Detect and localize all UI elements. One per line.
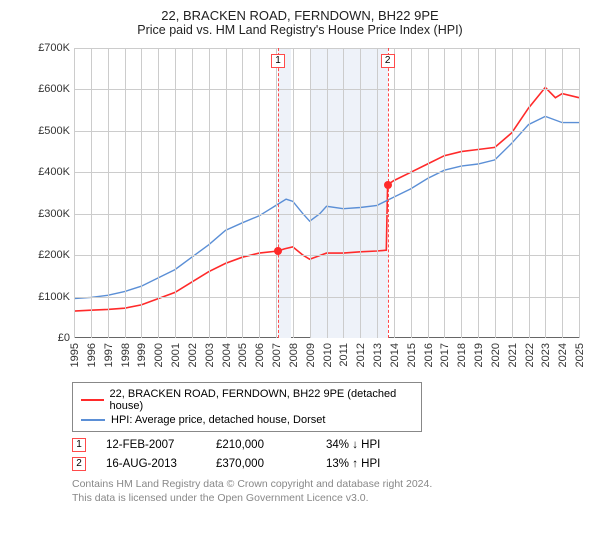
- x-gridline: [192, 48, 193, 338]
- y-tick-label: £100K: [26, 291, 70, 303]
- x-gridline: [327, 48, 328, 338]
- x-gridline: [495, 48, 496, 338]
- sale-price: £210,000: [216, 439, 306, 451]
- sale-marker-box: 2: [72, 457, 86, 471]
- legend-item: HPI: Average price, detached house, Dors…: [81, 413, 413, 427]
- x-gridline: [175, 48, 176, 338]
- legend: 22, BRACKEN ROAD, FERNDOWN, BH22 9PE (de…: [72, 382, 422, 432]
- chart-area: £0£100K£200K£300K£400K£500K£600K£700K199…: [26, 43, 586, 378]
- legend-label: HPI: Average price, detached house, Dors…: [111, 414, 325, 426]
- x-gridline: [141, 48, 142, 338]
- sale-marker-box: 2: [381, 54, 395, 68]
- y-tick-label: £700K: [26, 42, 70, 54]
- sale-delta: 13% ↑ HPI: [326, 458, 416, 470]
- sales-table: 1 12-FEB-2007 £210,000 34% ↓ HPI 2 16-AUG-201…: [14, 438, 586, 471]
- x-gridline: [108, 48, 109, 338]
- legend-label: 22, BRACKEN ROAD, FERNDOWN, BH22 9PE (de…: [110, 388, 413, 412]
- x-gridline: [411, 48, 412, 338]
- sale-price: £370,000: [216, 458, 306, 470]
- sale-row: 2 16-AUG-2013 £370,000 13% ↑ HPI: [72, 457, 586, 471]
- x-gridline: [158, 48, 159, 338]
- x-gridline: [226, 48, 227, 338]
- x-gridline: [360, 48, 361, 338]
- footer-line-1: Contains HM Land Registry data © Crown c…: [72, 477, 586, 491]
- y-tick-label: £400K: [26, 166, 70, 178]
- x-gridline: [428, 48, 429, 338]
- sale-vline: [388, 48, 389, 338]
- sale-row: 1 12-FEB-2007 £210,000 34% ↓ HPI: [72, 438, 586, 452]
- y-tick-label: £600K: [26, 83, 70, 95]
- x-gridline: [343, 48, 344, 338]
- x-gridline: [461, 48, 462, 338]
- sale-marker-box: 1: [271, 54, 285, 68]
- footer-attribution: Contains HM Land Registry data © Crown c…: [72, 477, 586, 505]
- x-gridline: [242, 48, 243, 338]
- legend-item: 22, BRACKEN ROAD, FERNDOWN, BH22 9PE (de…: [81, 387, 413, 413]
- sale-marker-box: 1: [72, 438, 86, 452]
- chart-title: 22, BRACKEN ROAD, FERNDOWN, BH22 9PE: [14, 8, 586, 23]
- x-gridline: [478, 48, 479, 338]
- x-gridline: [259, 48, 260, 338]
- x-gridline: [209, 48, 210, 338]
- x-gridline: [125, 48, 126, 338]
- sale-point: [274, 247, 282, 255]
- x-tick-label: 2025: [574, 343, 600, 367]
- sale-point: [384, 181, 392, 189]
- legend-swatch: [81, 399, 104, 401]
- y-tick-label: £200K: [26, 249, 70, 261]
- y-tick-label: £300K: [26, 208, 70, 220]
- x-gridline: [545, 48, 546, 338]
- x-gridline: [310, 48, 311, 338]
- legend-swatch: [81, 419, 105, 421]
- x-gridline: [562, 48, 563, 338]
- sale-date: 12-FEB-2007: [106, 439, 196, 451]
- x-gridline: [377, 48, 378, 338]
- x-gridline: [579, 48, 580, 338]
- footer-line-2: This data is licensed under the Open Gov…: [72, 491, 586, 505]
- y-tick-label: £500K: [26, 125, 70, 137]
- x-gridline: [529, 48, 530, 338]
- sale-date: 16-AUG-2013: [106, 458, 196, 470]
- x-gridline: [91, 48, 92, 338]
- chart-subtitle: Price paid vs. HM Land Registry's House …: [14, 23, 586, 37]
- x-gridline: [444, 48, 445, 338]
- y-tick-label: £0: [26, 332, 70, 344]
- sale-delta: 34% ↓ HPI: [326, 439, 416, 451]
- x-gridline: [293, 48, 294, 338]
- x-gridline: [276, 48, 277, 338]
- sale-vline: [278, 48, 279, 338]
- x-gridline: [74, 48, 75, 338]
- x-gridline: [512, 48, 513, 338]
- x-gridline: [394, 48, 395, 338]
